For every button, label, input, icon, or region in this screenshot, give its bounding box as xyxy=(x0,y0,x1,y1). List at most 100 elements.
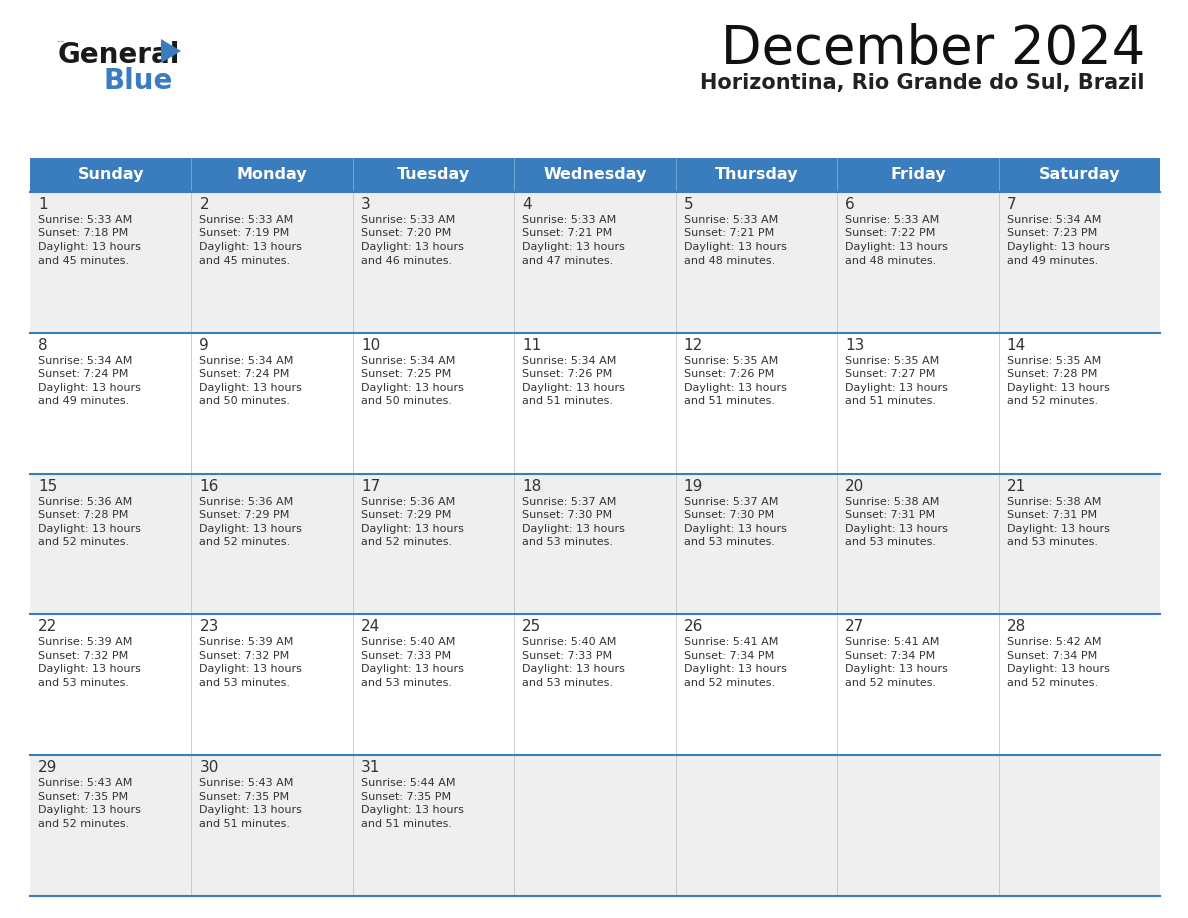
Text: Sunset: 7:31 PM: Sunset: 7:31 PM xyxy=(845,510,935,521)
Text: Daylight: 13 hours: Daylight: 13 hours xyxy=(361,665,463,675)
Text: Daylight: 13 hours: Daylight: 13 hours xyxy=(845,665,948,675)
Text: 23: 23 xyxy=(200,620,219,634)
Text: Sunset: 7:30 PM: Sunset: 7:30 PM xyxy=(523,510,612,521)
Text: 19: 19 xyxy=(684,478,703,494)
Text: Sunrise: 5:36 AM: Sunrise: 5:36 AM xyxy=(361,497,455,507)
Text: 1: 1 xyxy=(38,197,48,212)
Text: 29: 29 xyxy=(38,760,57,775)
Text: Sunrise: 5:33 AM: Sunrise: 5:33 AM xyxy=(38,215,132,225)
Text: Daylight: 13 hours: Daylight: 13 hours xyxy=(684,242,786,252)
Text: Sunset: 7:21 PM: Sunset: 7:21 PM xyxy=(523,229,613,239)
Text: Daylight: 13 hours: Daylight: 13 hours xyxy=(200,242,302,252)
Text: Daylight: 13 hours: Daylight: 13 hours xyxy=(361,805,463,815)
Text: Sunset: 7:34 PM: Sunset: 7:34 PM xyxy=(684,651,773,661)
Bar xyxy=(30,474,1159,614)
Text: Sunrise: 5:35 AM: Sunrise: 5:35 AM xyxy=(845,356,940,365)
Text: and 51 minutes.: and 51 minutes. xyxy=(200,819,290,829)
Bar xyxy=(30,192,1159,333)
Text: 21: 21 xyxy=(1006,478,1025,494)
Text: and 52 minutes.: and 52 minutes. xyxy=(845,677,936,688)
Text: and 49 minutes.: and 49 minutes. xyxy=(38,397,129,407)
Text: and 47 minutes.: and 47 minutes. xyxy=(523,255,613,265)
Text: Sunset: 7:25 PM: Sunset: 7:25 PM xyxy=(361,369,451,379)
Text: Sunset: 7:22 PM: Sunset: 7:22 PM xyxy=(845,229,935,239)
Text: and 46 minutes.: and 46 minutes. xyxy=(361,255,451,265)
Text: and 53 minutes.: and 53 minutes. xyxy=(361,677,451,688)
Text: Sunset: 7:28 PM: Sunset: 7:28 PM xyxy=(38,510,128,521)
Text: Daylight: 13 hours: Daylight: 13 hours xyxy=(523,383,625,393)
Text: 22: 22 xyxy=(38,620,57,634)
Text: 8: 8 xyxy=(38,338,48,353)
Text: Daylight: 13 hours: Daylight: 13 hours xyxy=(361,383,463,393)
Text: Sunset: 7:30 PM: Sunset: 7:30 PM xyxy=(684,510,773,521)
Text: Tuesday: Tuesday xyxy=(397,167,470,183)
Polygon shape xyxy=(162,39,181,63)
Text: Sunrise: 5:41 AM: Sunrise: 5:41 AM xyxy=(845,637,940,647)
Text: Daylight: 13 hours: Daylight: 13 hours xyxy=(361,523,463,533)
Text: Sunrise: 5:36 AM: Sunrise: 5:36 AM xyxy=(38,497,132,507)
Text: Sunrise: 5:33 AM: Sunrise: 5:33 AM xyxy=(845,215,940,225)
Text: Saturday: Saturday xyxy=(1038,167,1120,183)
Text: Sunrise: 5:41 AM: Sunrise: 5:41 AM xyxy=(684,637,778,647)
Text: and 48 minutes.: and 48 minutes. xyxy=(845,255,936,265)
Text: Daylight: 13 hours: Daylight: 13 hours xyxy=(845,383,948,393)
Text: 14: 14 xyxy=(1006,338,1025,353)
Text: 7: 7 xyxy=(1006,197,1016,212)
Text: 18: 18 xyxy=(523,478,542,494)
Text: Sunrise: 5:34 AM: Sunrise: 5:34 AM xyxy=(200,356,293,365)
Text: Friday: Friday xyxy=(890,167,946,183)
Text: Sunrise: 5:43 AM: Sunrise: 5:43 AM xyxy=(200,778,293,789)
Text: Sunrise: 5:39 AM: Sunrise: 5:39 AM xyxy=(200,637,293,647)
Text: 24: 24 xyxy=(361,620,380,634)
Text: 12: 12 xyxy=(684,338,703,353)
Text: Sunrise: 5:34 AM: Sunrise: 5:34 AM xyxy=(38,356,132,365)
Text: Daylight: 13 hours: Daylight: 13 hours xyxy=(38,805,141,815)
Text: Daylight: 13 hours: Daylight: 13 hours xyxy=(38,242,141,252)
Text: Sunday: Sunday xyxy=(77,167,144,183)
Text: Sunset: 7:29 PM: Sunset: 7:29 PM xyxy=(200,510,290,521)
Text: Wednesday: Wednesday xyxy=(543,167,646,183)
Bar xyxy=(30,333,1159,474)
Text: Sunset: 7:33 PM: Sunset: 7:33 PM xyxy=(523,651,612,661)
Text: Sunset: 7:21 PM: Sunset: 7:21 PM xyxy=(684,229,773,239)
Text: Horizontina, Rio Grande do Sul, Brazil: Horizontina, Rio Grande do Sul, Brazil xyxy=(701,73,1145,93)
Text: 26: 26 xyxy=(684,620,703,634)
Text: Sunrise: 5:40 AM: Sunrise: 5:40 AM xyxy=(361,637,455,647)
Text: and 50 minutes.: and 50 minutes. xyxy=(361,397,451,407)
Text: Daylight: 13 hours: Daylight: 13 hours xyxy=(361,242,463,252)
Text: Sunrise: 5:34 AM: Sunrise: 5:34 AM xyxy=(523,356,617,365)
Text: 31: 31 xyxy=(361,760,380,775)
Text: Sunrise: 5:44 AM: Sunrise: 5:44 AM xyxy=(361,778,455,789)
Text: General: General xyxy=(58,41,181,69)
Text: and 45 minutes.: and 45 minutes. xyxy=(38,255,129,265)
Text: Daylight: 13 hours: Daylight: 13 hours xyxy=(684,665,786,675)
Text: Sunrise: 5:42 AM: Sunrise: 5:42 AM xyxy=(1006,637,1101,647)
Text: Sunset: 7:35 PM: Sunset: 7:35 PM xyxy=(38,791,128,801)
Text: and 53 minutes.: and 53 minutes. xyxy=(684,537,775,547)
Text: Sunrise: 5:34 AM: Sunrise: 5:34 AM xyxy=(361,356,455,365)
Text: 25: 25 xyxy=(523,620,542,634)
Text: and 48 minutes.: and 48 minutes. xyxy=(684,255,775,265)
Text: and 53 minutes.: and 53 minutes. xyxy=(200,677,290,688)
Text: Sunset: 7:27 PM: Sunset: 7:27 PM xyxy=(845,369,935,379)
Text: Sunset: 7:28 PM: Sunset: 7:28 PM xyxy=(1006,369,1097,379)
Text: Sunrise: 5:33 AM: Sunrise: 5:33 AM xyxy=(200,215,293,225)
Text: Daylight: 13 hours: Daylight: 13 hours xyxy=(1006,383,1110,393)
Text: Sunset: 7:26 PM: Sunset: 7:26 PM xyxy=(684,369,773,379)
Bar xyxy=(30,158,1159,192)
Text: 11: 11 xyxy=(523,338,542,353)
Text: Daylight: 13 hours: Daylight: 13 hours xyxy=(684,383,786,393)
Text: 13: 13 xyxy=(845,338,865,353)
Bar xyxy=(30,614,1159,756)
Text: and 52 minutes.: and 52 minutes. xyxy=(200,537,291,547)
Text: 17: 17 xyxy=(361,478,380,494)
Text: and 51 minutes.: and 51 minutes. xyxy=(523,397,613,407)
Text: and 51 minutes.: and 51 minutes. xyxy=(684,397,775,407)
Text: Sunset: 7:26 PM: Sunset: 7:26 PM xyxy=(523,369,613,379)
Text: December: December xyxy=(58,41,65,42)
Text: Sunrise: 5:37 AM: Sunrise: 5:37 AM xyxy=(523,497,617,507)
Text: Daylight: 13 hours: Daylight: 13 hours xyxy=(38,665,141,675)
Text: and 51 minutes.: and 51 minutes. xyxy=(845,397,936,407)
Text: Daylight: 13 hours: Daylight: 13 hours xyxy=(200,805,302,815)
Text: Daylight: 13 hours: Daylight: 13 hours xyxy=(38,523,141,533)
